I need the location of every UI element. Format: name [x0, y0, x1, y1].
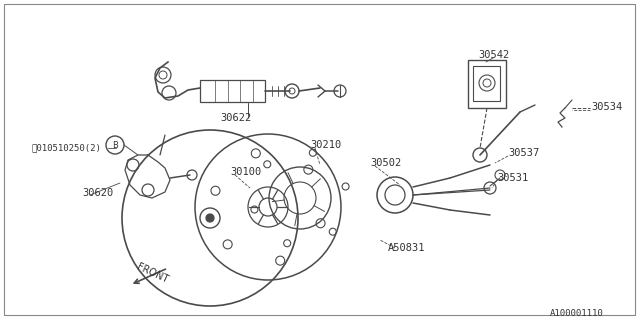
Text: 30542: 30542 [478, 50, 509, 60]
Text: A100001110: A100001110 [550, 308, 604, 317]
Text: A50831: A50831 [388, 243, 426, 253]
Text: 30531: 30531 [497, 173, 528, 183]
Text: 30100: 30100 [230, 167, 261, 177]
Text: FRONT: FRONT [135, 261, 169, 284]
Text: B: B [112, 140, 118, 149]
Text: 30620: 30620 [82, 188, 113, 198]
Circle shape [206, 214, 214, 222]
Text: 30537: 30537 [508, 148, 540, 158]
Text: 30622: 30622 [220, 113, 252, 123]
Text: 30502: 30502 [370, 158, 401, 168]
Text: 30534: 30534 [591, 102, 622, 112]
Text: Ⓑ010510250(2): Ⓑ010510250(2) [32, 143, 102, 153]
Text: 30210: 30210 [310, 140, 341, 150]
